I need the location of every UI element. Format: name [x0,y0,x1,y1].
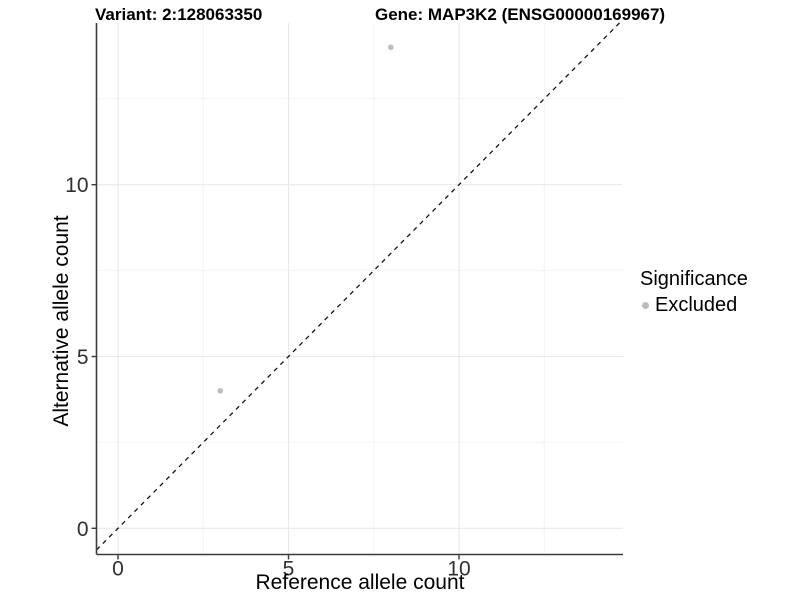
x-tick-label: 10 [447,558,470,581]
legend-item-excluded: Excluded [642,294,748,317]
legend: Significance Excluded [640,268,748,317]
data-point [217,388,224,394]
x-axis-title: Reference allele count [255,571,465,594]
identity-line [96,22,620,551]
y-axis-title: Alternative allele count [50,215,73,427]
excluded-point-swatch-icon [642,302,649,309]
y-tick-label: 0 [77,518,89,541]
y-tick-label: 10 [65,174,88,197]
plot-title-gene: Gene: MAP3K2 (ENSG00000169967) [375,5,666,24]
legend-item-label: Excluded [655,294,738,316]
legend-title: Significance [640,268,748,290]
data-point [388,44,394,51]
x-tick-label: 5 [283,558,295,581]
plot-title-variant: Variant: 2:128063350 [95,5,263,24]
x-tick-label: 0 [112,558,124,581]
y-tick-label: 5 [77,346,89,369]
